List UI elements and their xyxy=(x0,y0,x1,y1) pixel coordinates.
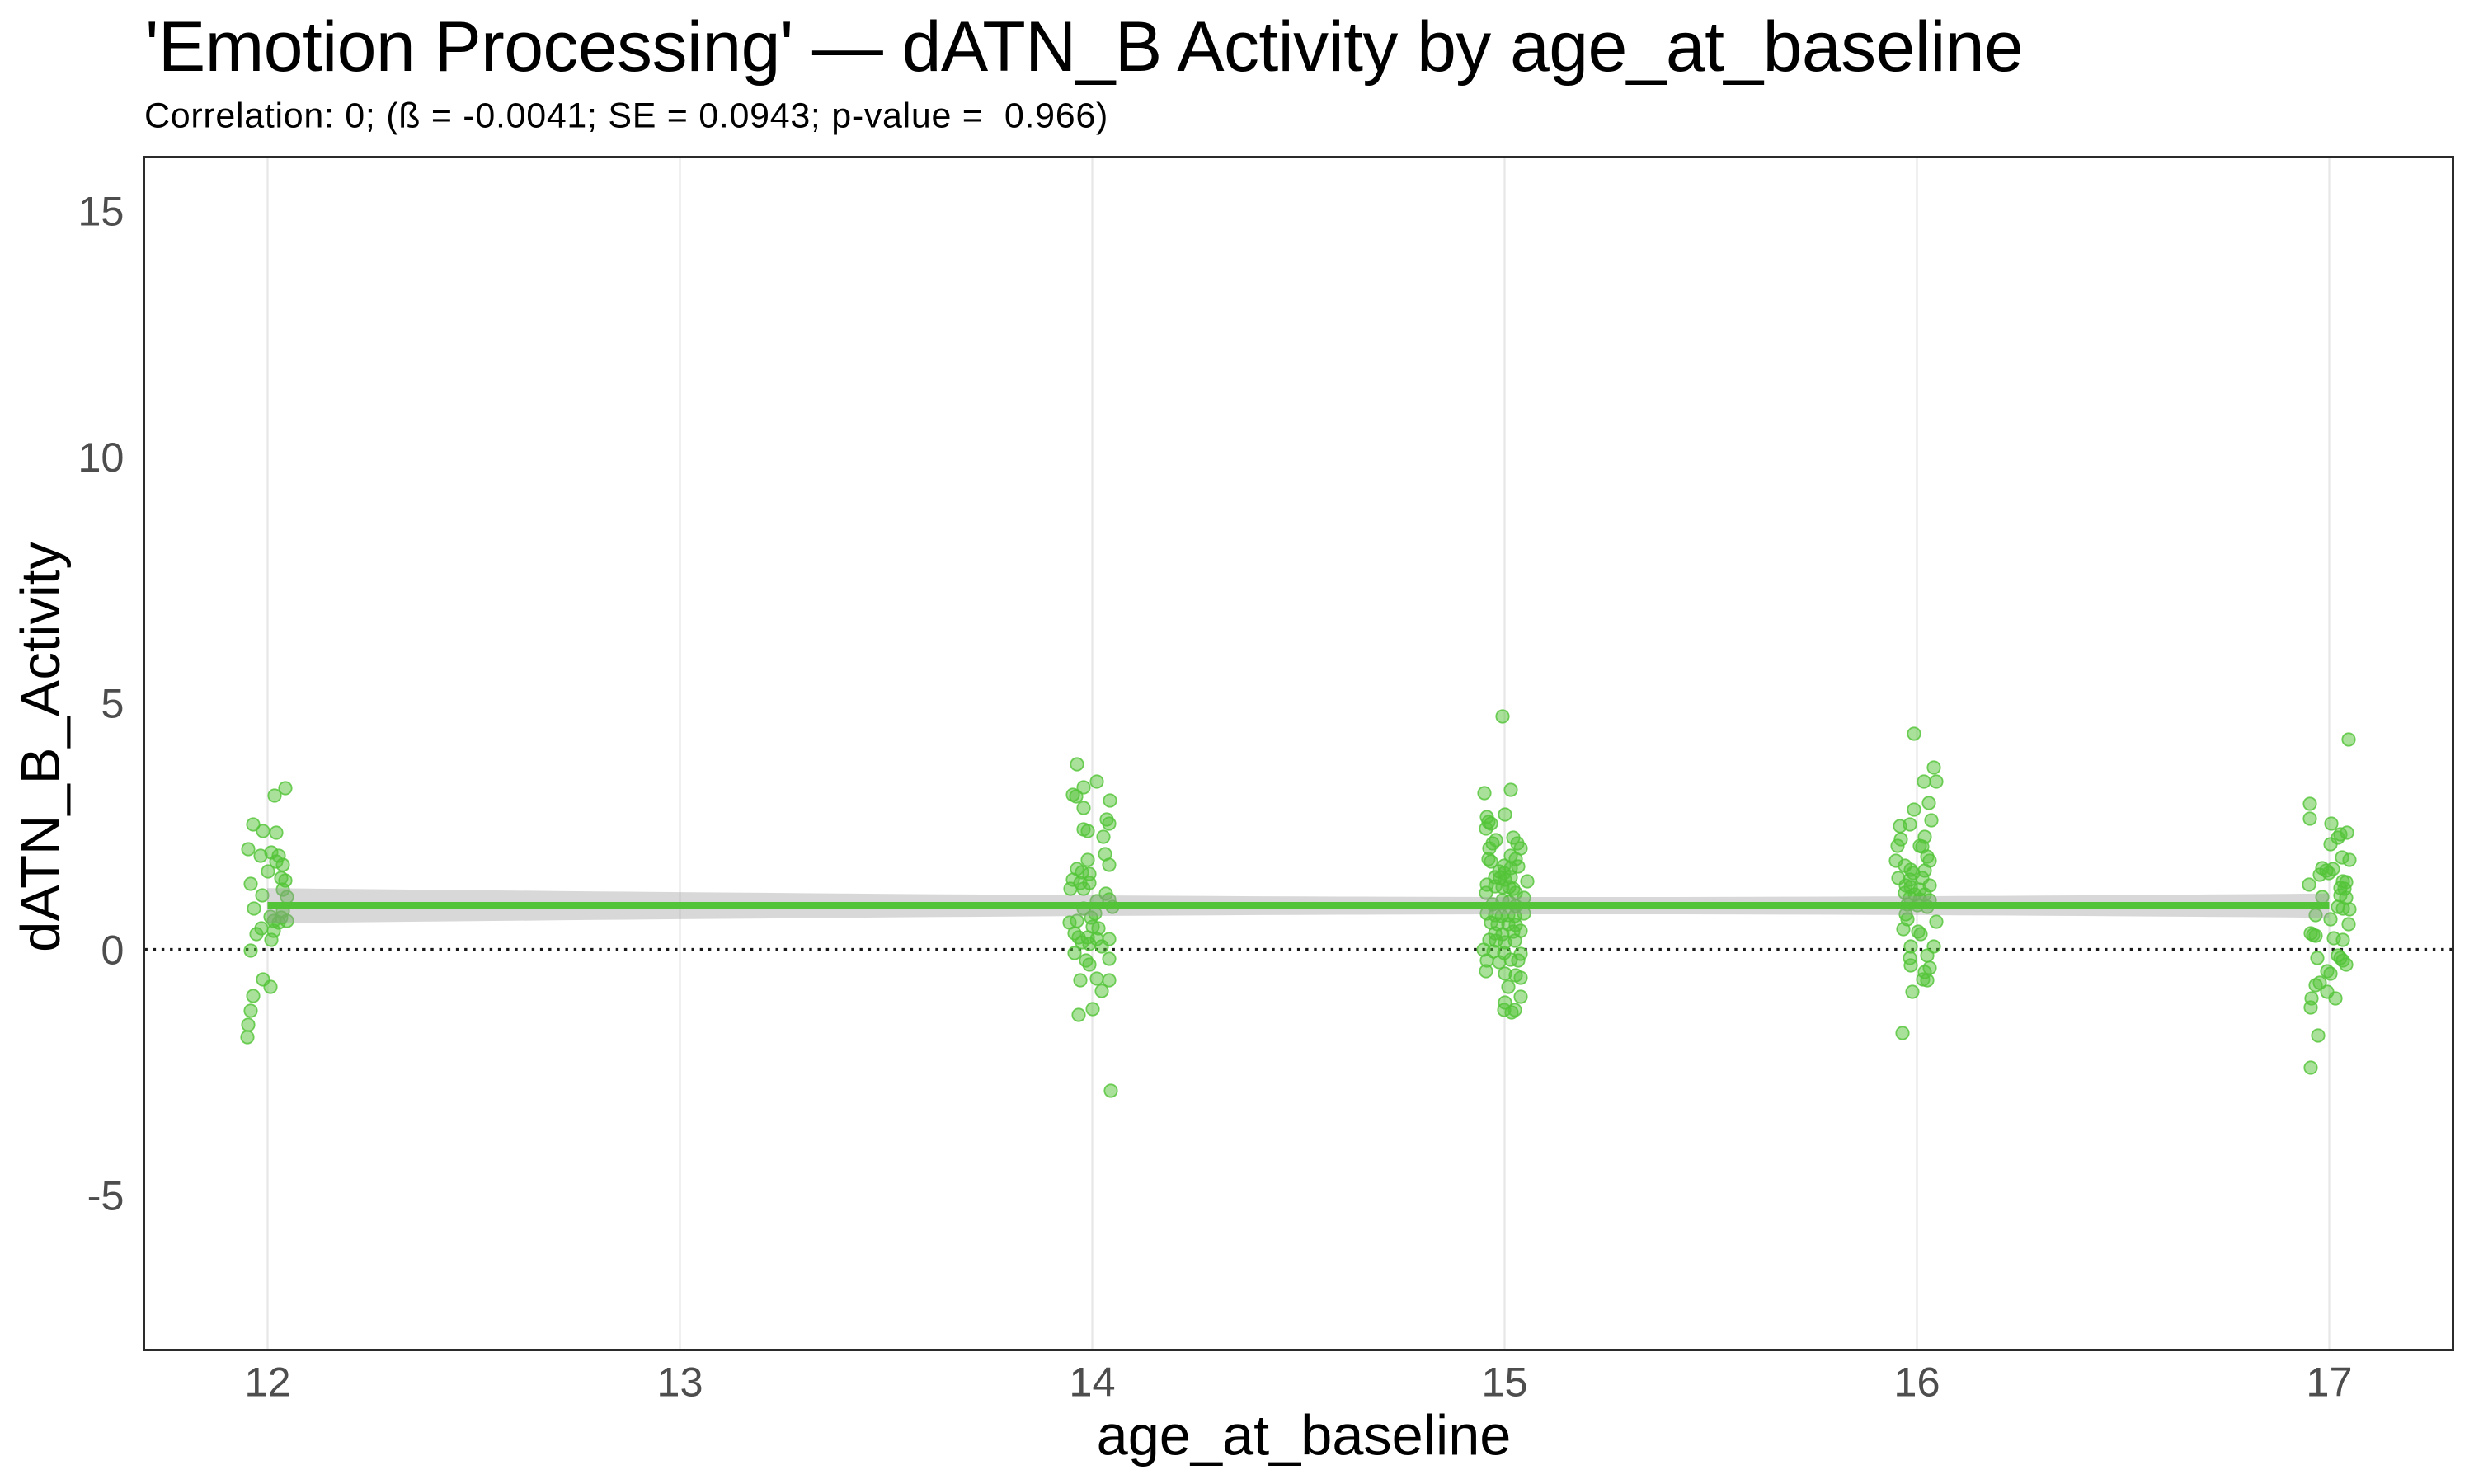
svg-text:-5: -5 xyxy=(87,1172,125,1219)
svg-text:dATN_B_Activity: dATN_B_Activity xyxy=(10,542,72,952)
svg-text:15: 15 xyxy=(1481,1359,1527,1406)
svg-text:14: 14 xyxy=(1069,1359,1115,1406)
svg-text:0: 0 xyxy=(101,927,124,974)
svg-text:13: 13 xyxy=(656,1359,703,1406)
svg-text:16: 16 xyxy=(1893,1359,1940,1406)
svg-text:age_at_baseline: age_at_baseline xyxy=(1097,1404,1512,1468)
svg-text:'Emotion Processing' — dATN_B: 'Emotion Processing' — dATN_B Activity b… xyxy=(145,7,2023,87)
svg-text:17: 17 xyxy=(2306,1359,2352,1406)
svg-text:Correlation: 0; (ß = -0.0041;: Correlation: 0; (ß = -0.0041; SE = 0.094… xyxy=(144,96,1108,136)
svg-text:5: 5 xyxy=(101,680,124,727)
svg-text:10: 10 xyxy=(78,434,124,481)
svg-text:12: 12 xyxy=(244,1359,290,1406)
svg-text:15: 15 xyxy=(78,188,124,235)
